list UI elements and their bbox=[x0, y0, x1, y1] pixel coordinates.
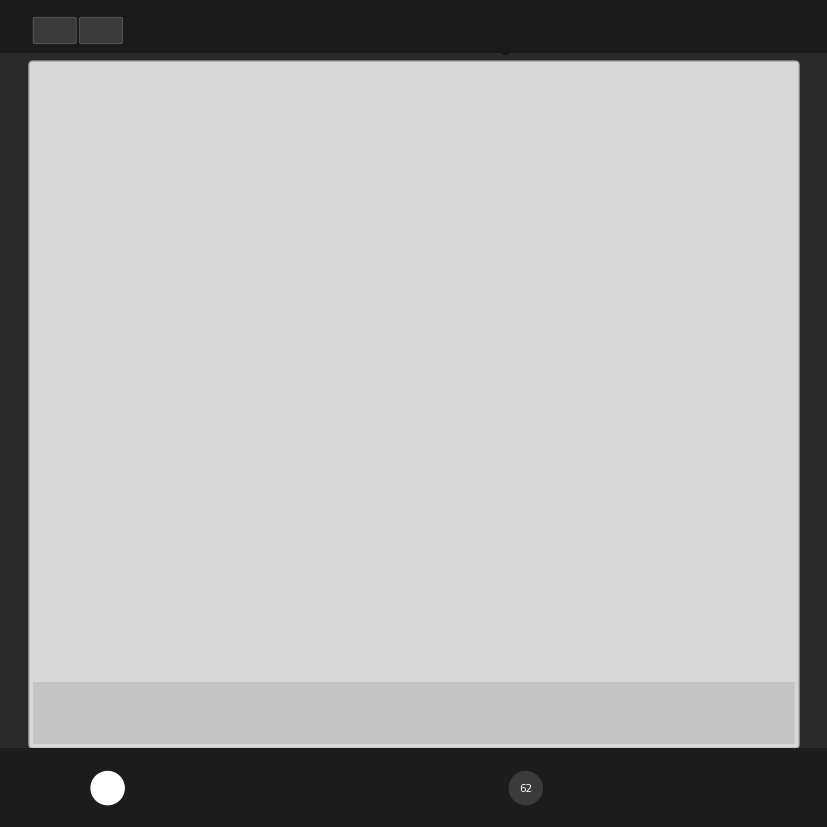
Text: C: C bbox=[307, 267, 322, 287]
Text: Cl: Cl bbox=[174, 532, 198, 552]
Circle shape bbox=[282, 637, 294, 648]
FancyBboxPatch shape bbox=[657, 695, 773, 744]
Text: Cl: Cl bbox=[303, 639, 326, 659]
Circle shape bbox=[282, 435, 294, 447]
Text: 62: 62 bbox=[519, 783, 532, 793]
Circle shape bbox=[170, 557, 181, 568]
Circle shape bbox=[426, 251, 437, 262]
Text: H: H bbox=[422, 532, 438, 552]
Text: H: H bbox=[190, 267, 207, 287]
Circle shape bbox=[84, 262, 114, 292]
Text: H: H bbox=[306, 375, 323, 394]
Circle shape bbox=[191, 557, 203, 568]
Text: Mark this and return: Mark this and return bbox=[58, 725, 194, 739]
Circle shape bbox=[447, 251, 459, 262]
Circle shape bbox=[319, 664, 331, 676]
Circle shape bbox=[298, 408, 309, 419]
Circle shape bbox=[463, 265, 475, 276]
Circle shape bbox=[335, 637, 347, 648]
Circle shape bbox=[298, 664, 309, 676]
Circle shape bbox=[170, 515, 181, 527]
Circle shape bbox=[335, 435, 347, 447]
Circle shape bbox=[191, 515, 203, 527]
Circle shape bbox=[154, 529, 165, 541]
Circle shape bbox=[463, 278, 475, 289]
Text: C: C bbox=[307, 532, 322, 552]
Text: Cl: Cl bbox=[431, 267, 454, 287]
Text: Cl: Cl bbox=[303, 424, 326, 444]
Circle shape bbox=[319, 408, 331, 419]
Circle shape bbox=[282, 422, 294, 433]
Circle shape bbox=[335, 650, 347, 662]
Text: H: H bbox=[306, 160, 323, 179]
Circle shape bbox=[84, 527, 114, 557]
Circle shape bbox=[426, 292, 437, 304]
Text: Which structure shows the correct electron arrangement in CCl4?: Which structure shows the correct electr… bbox=[58, 37, 648, 55]
Text: Save and Exit: Save and Exit bbox=[523, 713, 614, 726]
Circle shape bbox=[154, 543, 165, 554]
Circle shape bbox=[335, 422, 347, 433]
Circle shape bbox=[282, 650, 294, 662]
FancyBboxPatch shape bbox=[492, 695, 645, 744]
Circle shape bbox=[447, 292, 459, 304]
Text: Next: Next bbox=[698, 713, 733, 726]
